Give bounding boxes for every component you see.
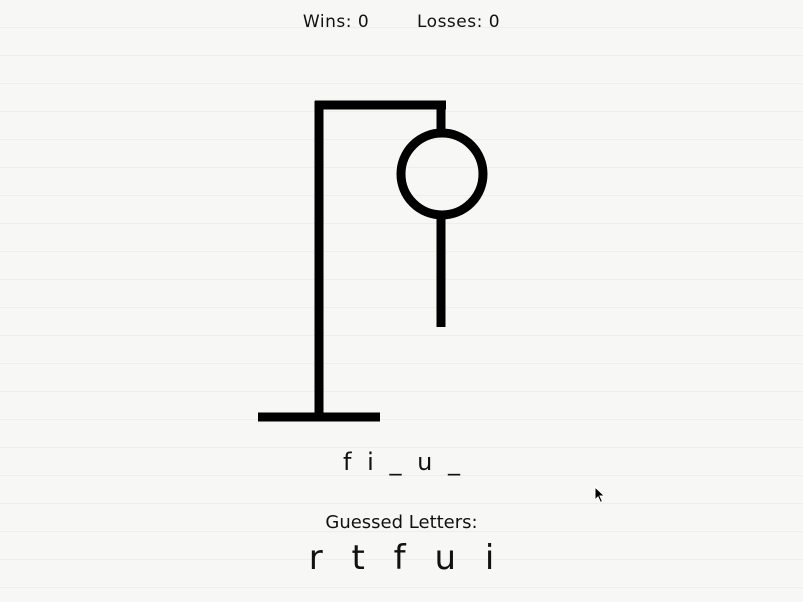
word-letter: i — [367, 448, 374, 476]
word-letter: _ — [447, 448, 460, 476]
guessed-letters: r t f u i — [0, 538, 803, 578]
guessed-letter: u — [434, 538, 457, 578]
wins-label: Wins: — [302, 12, 352, 32]
guessed-letters-label: Guessed Letters: — [325, 512, 478, 533]
wins-count: 0 — [357, 12, 370, 32]
hangman-head — [396, 128, 488, 220]
word-letter: f — [343, 448, 352, 476]
losses-label: Losses: — [417, 12, 483, 32]
guessed-letter: f — [393, 538, 406, 578]
guessed-letter: i — [484, 538, 495, 578]
guessed-letter: t — [351, 538, 365, 578]
word-letter: _ — [389, 448, 402, 476]
scoreboard: Wins: 0 Losses: 0 — [0, 12, 803, 32]
guessed-letter: r — [308, 538, 323, 578]
word-display: f i _ u _ — [0, 448, 803, 476]
mouse-cursor-icon — [594, 486, 606, 504]
hangman-drawing — [258, 100, 488, 422]
losses-count: 0 — [488, 12, 501, 32]
word-letter: u — [417, 448, 433, 476]
